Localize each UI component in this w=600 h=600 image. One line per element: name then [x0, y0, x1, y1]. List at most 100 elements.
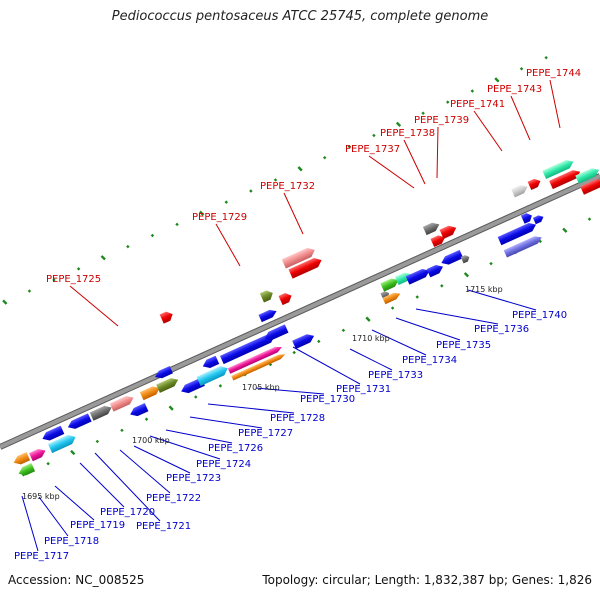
scale-label: 1705 kbp	[242, 383, 280, 392]
reverse-leader-line	[292, 346, 361, 385]
gene-feature	[441, 249, 464, 265]
scale-tick	[273, 178, 278, 182]
scale-tick	[27, 289, 32, 293]
reverse-leader-line	[207, 403, 295, 414]
reverse-leader-line	[133, 445, 191, 474]
gene-feature	[48, 434, 76, 454]
gene-feature	[13, 452, 31, 465]
scale-tick	[100, 255, 106, 261]
reverse-leader-line	[38, 496, 69, 537]
gene-feature	[231, 354, 286, 381]
reverse-leader-line	[415, 308, 499, 325]
reverse-gene-label: PEPE_1724	[196, 459, 251, 470]
forward-gene-label: PEPE_1725	[46, 274, 101, 285]
gene-feature	[196, 366, 228, 386]
gene-feature	[542, 160, 574, 179]
gene-feature	[202, 355, 220, 369]
reverse-gene-label: PEPE_1735	[436, 340, 491, 351]
scale-tick	[341, 328, 346, 333]
reverse-gene-label: PEPE_1734	[402, 355, 457, 366]
genome-summary: Topology: circular; Length: 1,832,387 bp…	[262, 573, 592, 587]
scale-tick	[415, 295, 419, 299]
reverse-leader-line	[94, 452, 161, 522]
gene-feature	[258, 309, 277, 323]
gene-feature	[430, 235, 446, 248]
scale-tick	[297, 166, 303, 172]
scale-tick	[249, 189, 253, 193]
gene-feature	[159, 311, 173, 324]
scale-tick	[52, 278, 56, 282]
gene-feature	[439, 225, 457, 239]
scale-tick	[46, 461, 50, 466]
forward-leader-line	[436, 126, 439, 179]
scale-tick	[95, 439, 100, 444]
gene-feature	[460, 255, 470, 264]
genes-label: Genes:	[511, 573, 554, 587]
scale-tick	[168, 405, 174, 411]
gene-feature	[227, 346, 282, 374]
forward-gene-label: PEPE_1743	[487, 84, 542, 95]
topology-label: Topology:	[262, 573, 319, 587]
gene-feature	[281, 247, 315, 269]
scale-tick	[395, 121, 402, 127]
scale-label: 1700 kbp	[132, 436, 170, 445]
gene-feature	[405, 268, 430, 285]
scale-tick	[470, 89, 475, 93]
reverse-gene-label: PEPE_1723	[166, 473, 221, 484]
gene-feature	[497, 223, 536, 246]
scale-tick	[120, 428, 124, 433]
gene-feature	[520, 213, 532, 224]
reverse-gene-label: PEPE_1719	[70, 520, 125, 531]
scale-tick	[194, 395, 198, 399]
gene-feature	[511, 185, 528, 198]
scale-tick	[347, 144, 352, 149]
accession-info: Accession: NC_008525	[8, 573, 144, 587]
reverse-gene-label: PEPE_1717	[14, 551, 69, 562]
scale-tick	[292, 350, 296, 355]
scale-label: 1695 kbp	[22, 492, 60, 501]
forward-gene-label: PEPE_1744	[526, 68, 581, 79]
scale-tick	[519, 67, 524, 71]
gene-feature	[139, 386, 160, 401]
gene-feature	[154, 365, 173, 379]
forward-gene-label: PEPE_1738	[380, 128, 435, 139]
gene-feature	[422, 222, 440, 236]
reverse-leader-line	[149, 435, 221, 460]
scale-tick	[218, 384, 223, 388]
scale-tick	[372, 133, 376, 138]
gene-feature	[264, 324, 289, 341]
accession-label: Accession:	[8, 573, 72, 587]
reverse-gene-label: PEPE_1722	[146, 493, 201, 504]
scale-tick	[150, 233, 155, 238]
backbone-line	[0, 174, 600, 449]
forward-leader-line	[69, 285, 119, 327]
forward-leader-line	[549, 79, 561, 129]
gene-feature	[532, 215, 544, 225]
gene-feature	[580, 179, 600, 195]
reverse-leader-line	[255, 387, 325, 395]
reverse-leader-line	[79, 462, 125, 508]
gene-feature	[156, 378, 179, 393]
forward-leader-line	[510, 95, 531, 141]
reverse-leader-line	[119, 449, 171, 494]
scale-tick	[144, 417, 149, 421]
scale-tick	[322, 155, 327, 160]
reverse-gene-label: PEPE_1733	[368, 370, 423, 381]
reverse-leader-line	[371, 329, 427, 356]
forward-gene-label: PEPE_1741	[450, 99, 505, 110]
scale-tick	[562, 227, 568, 233]
gene-feature	[109, 396, 134, 412]
reverse-gene-label: PEPE_1736	[474, 324, 529, 335]
scale-tick	[446, 100, 450, 104]
reverse-leader-line	[21, 495, 39, 552]
gene-feature	[89, 405, 112, 421]
reverse-gene-label: PEPE_1727	[238, 428, 293, 439]
reverse-gene-label: PEPE_1721	[136, 521, 191, 532]
forward-leader-line	[368, 155, 415, 189]
scale-tick	[421, 111, 425, 115]
gene-feature	[575, 168, 600, 184]
gene-feature	[130, 403, 149, 417]
gene-feature	[288, 257, 322, 279]
reverse-leader-line	[395, 317, 461, 341]
